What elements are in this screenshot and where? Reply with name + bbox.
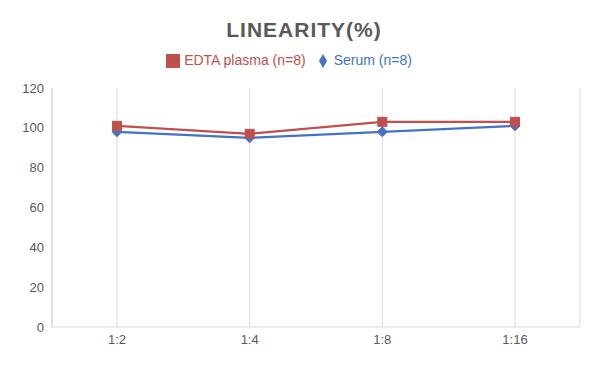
html-text:Serum (n=8): Serum (n=8)	[333, 52, 412, 68]
svg-text:60: 60	[30, 200, 44, 215]
svg-text:1:2: 1:2	[108, 332, 126, 347]
svg-text:40: 40	[30, 240, 44, 255]
svg-text:120: 120	[22, 81, 44, 96]
svg-text:80: 80	[30, 160, 44, 175]
html-text:LINEARITY(%): LINEARITY(%)	[226, 18, 382, 41]
svg-text:20: 20	[30, 280, 44, 295]
svg-text:1:8: 1:8	[373, 332, 391, 347]
svg-text:0: 0	[37, 320, 44, 335]
html-text:EDTA plasma (n=8): EDTA plasma (n=8)	[184, 52, 306, 68]
svg-text:1:16: 1:16	[502, 332, 527, 347]
svg-text:100: 100	[22, 120, 44, 135]
svg-text:1:4: 1:4	[241, 332, 259, 347]
